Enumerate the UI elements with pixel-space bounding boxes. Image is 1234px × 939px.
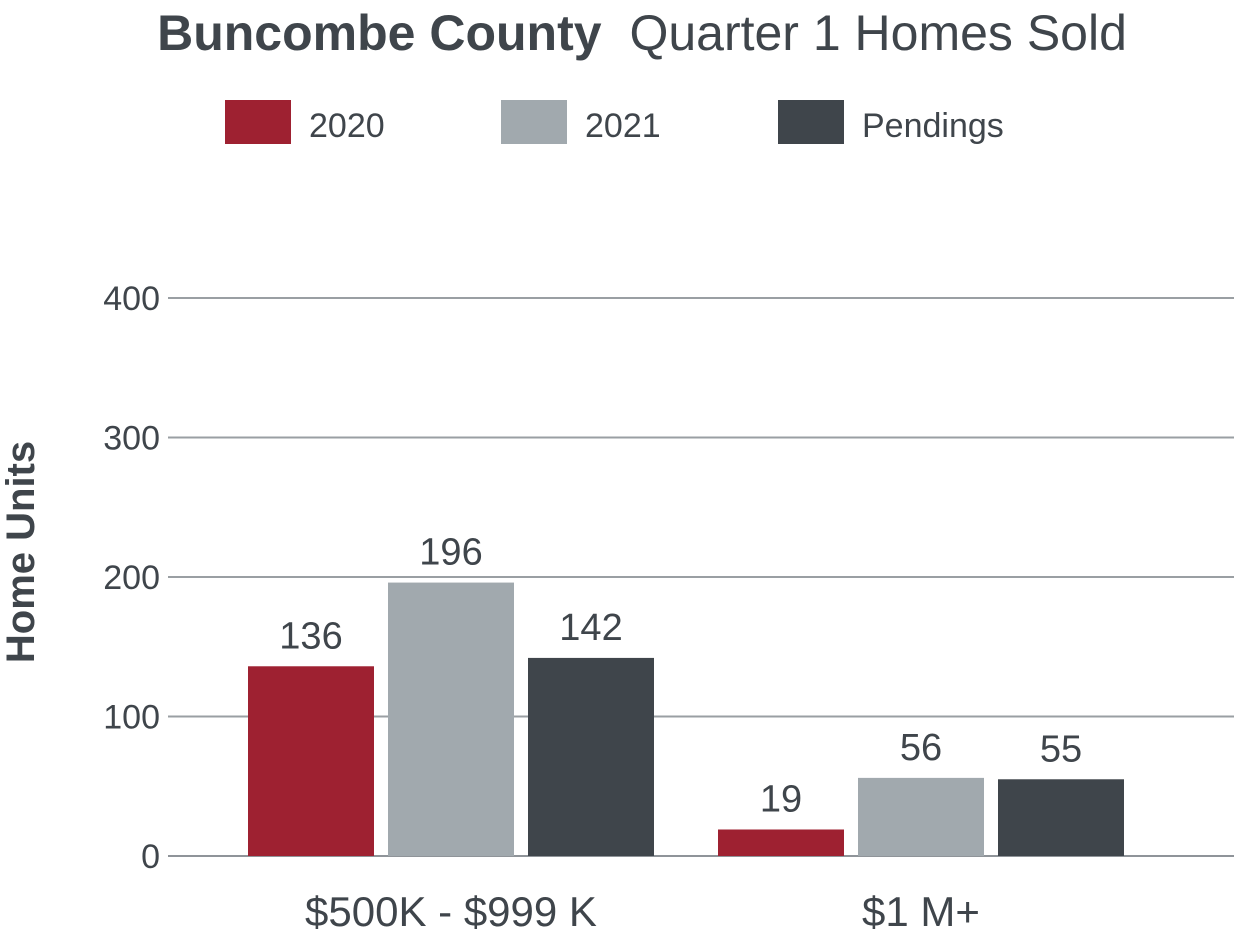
data-labels: 136 196 142 19 56 55 <box>279 532 1082 821</box>
y-tick-label: 200 <box>103 559 160 597</box>
chart-title: Buncombe County Quarter 1 Homes Sold <box>157 5 1127 61</box>
data-label: 196 <box>419 532 482 574</box>
legend-label: 2021 <box>585 107 661 145</box>
legend-swatch <box>778 100 844 144</box>
y-tick-label: 400 <box>103 280 160 318</box>
legend: 2020 2021 Pendings <box>225 100 1004 145</box>
bar-2021 <box>388 582 514 856</box>
legend-swatch <box>501 100 567 144</box>
y-tick-label: 300 <box>103 420 160 458</box>
y-tick-label: 0 <box>141 838 160 876</box>
data-label: 19 <box>760 778 802 820</box>
legend-label: Pendings <box>862 107 1004 145</box>
legend-item-pendings: Pendings <box>778 100 1004 145</box>
legend-item-2020: 2020 <box>225 100 385 145</box>
data-label: 136 <box>279 615 342 657</box>
data-label: 55 <box>1040 728 1082 770</box>
chart-title-rest: Quarter 1 Homes Sold <box>629 5 1126 61</box>
y-tick-labels: 0 100 200 300 400 <box>103 280 160 876</box>
bars <box>248 582 1124 856</box>
x-tick-label: $1 M+ <box>862 888 980 935</box>
data-label: 142 <box>559 607 622 649</box>
y-axis-label: Home Units <box>0 441 43 663</box>
data-label: 56 <box>900 727 942 769</box>
bar-2020 <box>248 666 374 856</box>
legend-label: 2020 <box>309 107 385 145</box>
bar-pendings <box>998 779 1124 856</box>
bar-2020 <box>718 829 844 856</box>
y-tick-label: 100 <box>103 699 160 737</box>
x-tick-labels: $500K - $999 K $1 M+ <box>305 888 980 935</box>
x-tick-label: $500K - $999 K <box>305 888 597 935</box>
legend-swatch <box>225 100 291 144</box>
bar-2021 <box>858 777 984 856</box>
legend-item-2021: 2021 <box>501 100 661 145</box>
bar-pendings <box>528 657 654 856</box>
chart-title-bold: Buncombe County <box>157 5 602 61</box>
